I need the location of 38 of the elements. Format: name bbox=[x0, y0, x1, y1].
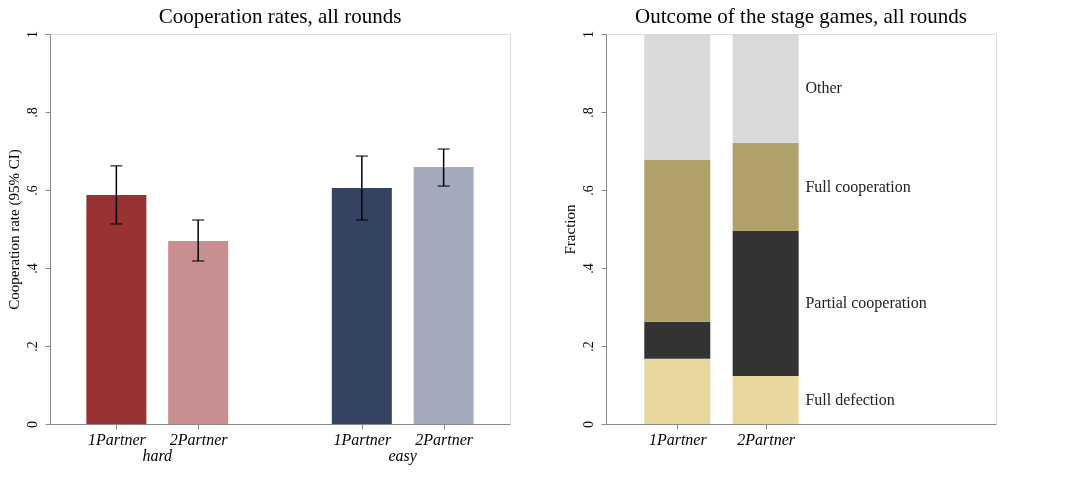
y-tick-label: 1 bbox=[24, 31, 40, 38]
y-tick-label: 0 bbox=[24, 421, 40, 428]
x-tick-label: 1Partner bbox=[333, 430, 392, 448]
x-tick-label: 1Partner bbox=[87, 430, 147, 448]
chart-title: Outcome of the stage games, all rounds bbox=[635, 3, 967, 28]
x-tick-label: 2Partner bbox=[415, 430, 474, 448]
series-label: Full defection bbox=[805, 391, 895, 409]
bar bbox=[644, 321, 711, 359]
bar bbox=[732, 142, 799, 231]
y-tick-label: .8 bbox=[24, 107, 40, 118]
y-tick-label: .2 bbox=[24, 341, 40, 352]
series-label: Partial cooperation bbox=[805, 294, 927, 313]
series-label: Other bbox=[805, 79, 843, 97]
y-tick-label: 0 bbox=[580, 421, 596, 428]
bar bbox=[168, 241, 229, 424]
bar bbox=[331, 188, 392, 424]
y-tick-label: .6 bbox=[580, 185, 596, 196]
bar bbox=[732, 230, 799, 377]
y-tick-label: .4 bbox=[24, 263, 40, 274]
y-tick-label: 1 bbox=[580, 31, 596, 38]
text: easy bbox=[388, 447, 418, 465]
series-label: Full cooperation bbox=[805, 177, 911, 196]
bar bbox=[732, 376, 799, 424]
x-tick-label: 2Partner bbox=[169, 430, 229, 448]
y-axis-title: Cooperation rate (95% CI) bbox=[5, 149, 23, 310]
y-tick-label: .2 bbox=[580, 341, 596, 352]
bar bbox=[86, 195, 147, 424]
bar bbox=[644, 358, 711, 424]
bar bbox=[644, 159, 711, 322]
x-tick-label: 2Partner bbox=[737, 430, 796, 448]
y-tick-label: .8 bbox=[580, 107, 596, 118]
y-tick-label: .4 bbox=[580, 263, 596, 274]
bar bbox=[413, 166, 474, 424]
text: hard bbox=[142, 447, 174, 464]
y-axis-title: Fraction bbox=[561, 204, 578, 255]
y-tick-label: .6 bbox=[24, 185, 40, 196]
x-tick-label: 1Partner bbox=[648, 430, 708, 448]
chart-title: Cooperation rates, all rounds bbox=[158, 3, 402, 28]
